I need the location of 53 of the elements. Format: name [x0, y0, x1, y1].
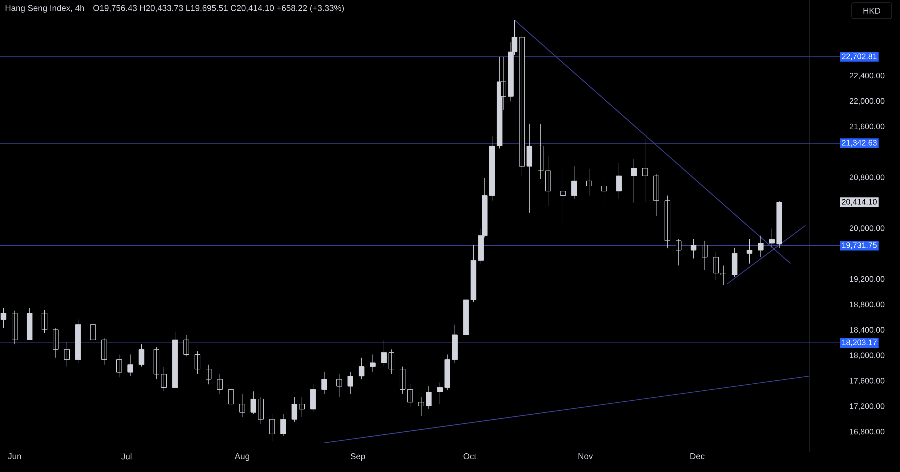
candlestick: [206, 364, 212, 385]
x-tick-label: Aug: [234, 454, 250, 462]
candlestick: [572, 166, 578, 200]
text: Hang Seng Index, 4h: [6, 5, 84, 13]
candlestick: [138, 344, 145, 368]
candlestick: [664, 196, 671, 249]
candlestick: [184, 334, 190, 357]
candlestick: [194, 351, 201, 375]
candlestick: [758, 236, 764, 258]
candlestick: [322, 372, 328, 394]
candlestick: [732, 248, 738, 278]
x-tick-label: Jul: [122, 454, 132, 460]
candlestick: [116, 354, 122, 378]
candlestick: [690, 238, 697, 259]
candlestick: [240, 394, 246, 418]
y-axis-title: HKD: [864, 8, 881, 14]
candlestick: [631, 159, 637, 204]
candlestick: [654, 174, 660, 216]
candlestick: [601, 179, 608, 206]
candlestick: [75, 320, 82, 364]
candlestick: [217, 374, 223, 394]
candlestick: [90, 322, 96, 345]
x-tick-label: Dec: [690, 454, 705, 460]
candlestick: [642, 140, 648, 204]
candlestick: [616, 163, 622, 200]
candlestick: [336, 374, 342, 398]
candlestick: [676, 238, 682, 266]
candlestick: [280, 414, 286, 436]
x-tick-label: Nov: [578, 454, 594, 460]
x-tick-label: Jun: [8, 454, 22, 460]
text: O19,756.43 H20,433.73 L19,695.51 C20,414.10 +658.22 (+3.33%): [94, 5, 344, 13]
candlestick: [228, 388, 234, 408]
candlestick: [102, 338, 108, 366]
candlestick: [560, 166, 566, 224]
candlestick: [0, 308, 7, 328]
candlestick: [370, 354, 376, 373]
candlestick: [310, 384, 316, 413]
candlestick: [53, 328, 59, 358]
candlestick: [64, 342, 70, 368]
candlestick: [128, 354, 134, 377]
candlestick: [702, 240, 708, 270]
x-tick-label: Oct: [464, 454, 477, 460]
x-tick-label: Sep: [350, 454, 366, 462]
candlestick: [746, 238, 753, 264]
candlestick: [348, 372, 354, 394]
candlestick: [586, 168, 592, 196]
candlestick: [358, 358, 365, 380]
candlestick: [26, 308, 33, 340]
candlestick: [12, 310, 18, 345]
candlestick: [172, 332, 178, 388]
candlestick: [269, 414, 276, 442]
candlestick: [463, 288, 470, 338]
candlestick: [42, 310, 48, 334]
